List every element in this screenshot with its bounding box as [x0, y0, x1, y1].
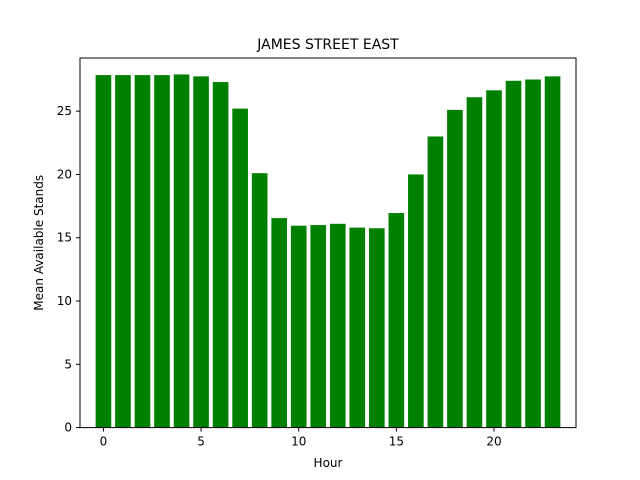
bar-hour-15: [388, 213, 405, 428]
bar-hour-8: [251, 173, 268, 428]
x-tick-label: 0: [100, 435, 108, 449]
x-tick-label: 10: [291, 435, 306, 449]
y-tick-label: 20: [57, 167, 72, 181]
bar-hour-17: [427, 136, 444, 428]
bar-hour-13: [349, 227, 366, 428]
y-ticks: 0 5 10 15 20 25: [57, 104, 80, 435]
x-tick-label: 15: [389, 435, 404, 449]
bar-hour-1: [115, 75, 131, 428]
bar-hour-0: [95, 75, 112, 428]
bar-hour-6: [212, 82, 229, 428]
y-tick-label: 0: [64, 421, 72, 435]
bar-hour-2: [134, 75, 151, 428]
bar-hour-22: [525, 79, 541, 428]
bar-hour-19: [466, 97, 483, 428]
bar-hour-11: [310, 225, 327, 428]
bar-hour-23: [544, 76, 561, 428]
bar-hour-16: [408, 174, 424, 428]
bar-hour-14: [369, 228, 385, 428]
bar-hour-12: [329, 223, 346, 428]
bar-hour-20: [486, 90, 502, 428]
x-tick-label: 5: [197, 435, 205, 449]
x-axis-label: Hour: [314, 456, 343, 470]
x-ticks: 0 5 10 15 20: [100, 427, 502, 449]
x-tick-label: 20: [486, 435, 501, 449]
y-axis-label: Mean Available Stands: [32, 175, 46, 311]
bar-hour-3: [154, 75, 170, 428]
bar-hour-4: [173, 74, 190, 428]
bar-hour-21: [505, 80, 522, 428]
bar-hour-10: [290, 225, 307, 428]
y-tick-label: 25: [57, 104, 72, 118]
bar-hour-9: [271, 218, 287, 428]
chart-title: JAMES STREET EAST: [256, 37, 399, 53]
bar-hour-7: [232, 108, 248, 428]
bar-hour-18: [447, 109, 463, 428]
bar-hour-5: [193, 76, 209, 428]
plot-frame: [79, 57, 577, 429]
bars-group: [95, 74, 561, 428]
y-tick-label: 10: [57, 294, 72, 308]
y-tick-label: 15: [57, 231, 72, 245]
y-tick-label: 5: [64, 357, 72, 371]
